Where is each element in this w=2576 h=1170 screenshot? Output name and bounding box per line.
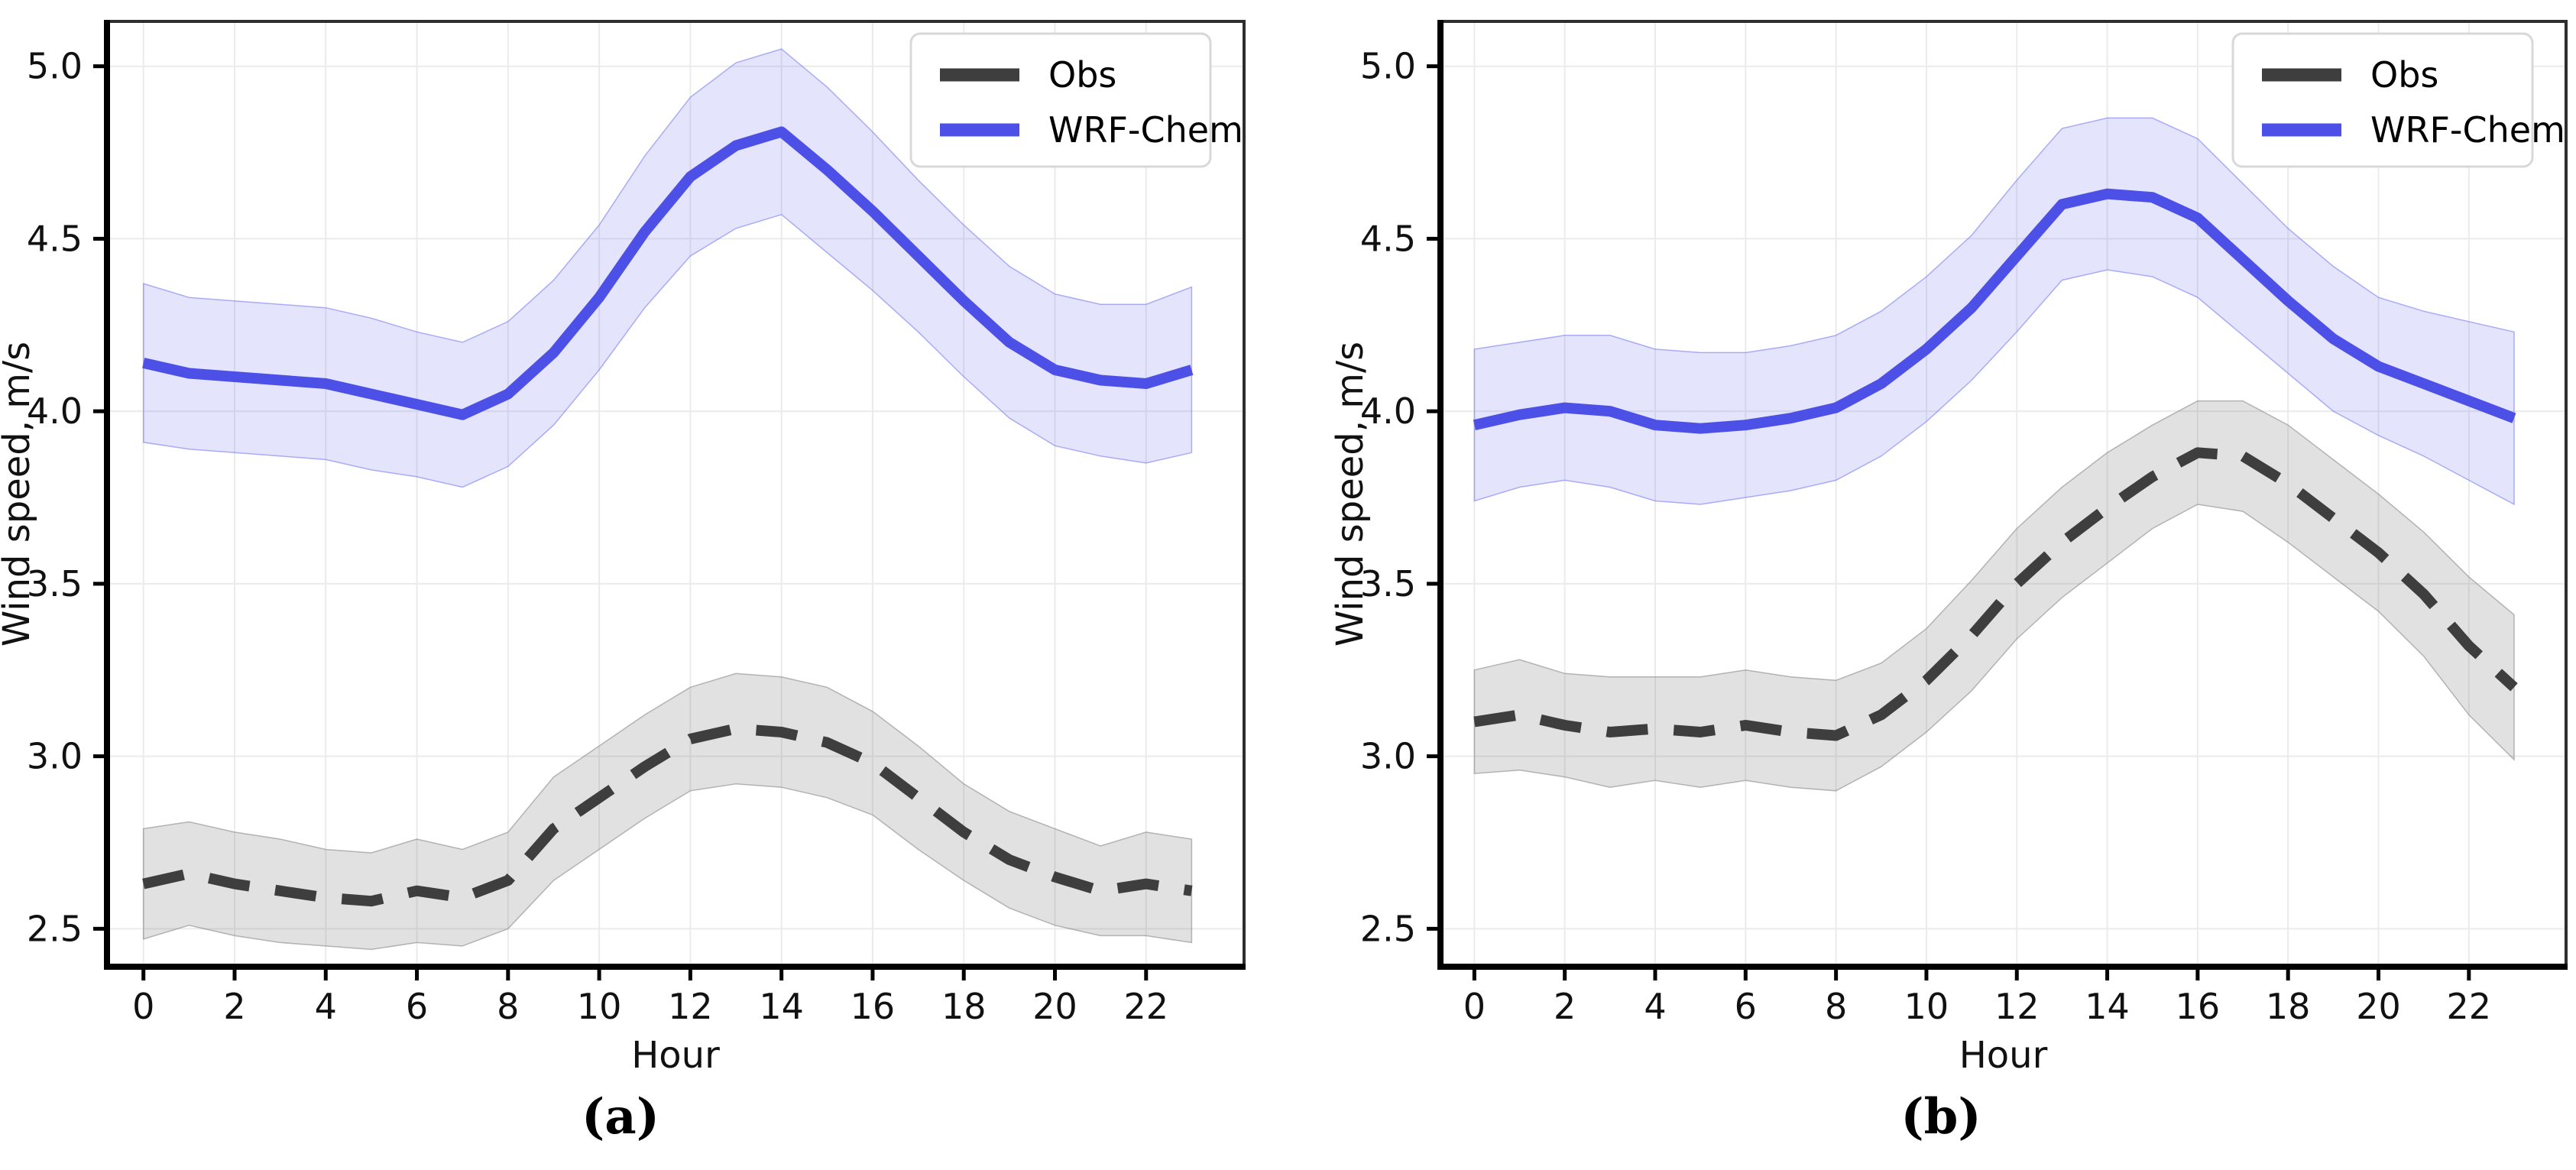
panel-a: 0 2 4 6 8 10 12 14 16 18 20 22 2.5 3.0 3.5 4.0 4.5 5.0 Hou… bbox=[0, 20, 1246, 1077]
y-axis-label: Wind speed, m/s bbox=[1329, 342, 1372, 647]
x-tick-label: 10 bbox=[577, 986, 622, 1027]
legend-entry-obs: Obs bbox=[940, 54, 1116, 96]
panel-a-ticks: 0 2 4 6 8 10 12 14 16 18 20 22 2.5 3.0 3.5 4.0 4.5 5.0 bbox=[27, 46, 1168, 1027]
x-tick-label: 8 bbox=[1825, 986, 1847, 1027]
panel-b: 0 2 4 6 8 10 12 14 16 18 20 22 2.5 3.0 3.5 4.0 4.5 5.0 Hou… bbox=[1329, 20, 2568, 1077]
y-tick-label: 4.5 bbox=[27, 218, 83, 259]
y-tick-label: 3.0 bbox=[27, 736, 83, 777]
legend-label: WRF-Chem bbox=[2370, 109, 2565, 151]
x-tick-label: 6 bbox=[1735, 986, 1757, 1027]
legend-entry-obs: Obs bbox=[2262, 54, 2438, 96]
legend-label: Obs bbox=[1048, 54, 1116, 96]
wrf-chem-band bbox=[142, 48, 1193, 488]
legend: Obs WRF-Chem bbox=[2231, 32, 2565, 168]
legend-entry-wrf-chem: WRF-Chem bbox=[940, 109, 1243, 151]
wrf-chem-line bbox=[1473, 188, 2516, 434]
y-tick-label: 4.0 bbox=[1360, 391, 1416, 432]
panel-b-ticks: 0 2 4 6 8 10 12 14 16 18 20 22 2.5 3.0 3.5 4.0 4.5 5.0 bbox=[1360, 46, 2491, 1027]
obs-line bbox=[1473, 447, 2518, 741]
x-tick-label: 12 bbox=[1994, 986, 2040, 1027]
x-tick-label: 6 bbox=[406, 986, 428, 1027]
legend-entry-wrf-chem: WRF-Chem bbox=[2262, 109, 2565, 151]
y-axis-label: Wind speed, m/s bbox=[0, 342, 38, 647]
x-tick-label: 12 bbox=[668, 986, 713, 1027]
x-tick-label: 22 bbox=[2447, 986, 2492, 1027]
y-tick-label: 5.0 bbox=[1360, 46, 1416, 87]
x-tick-label: 0 bbox=[1463, 986, 1486, 1027]
x-tick-label: 4 bbox=[1644, 986, 1666, 1027]
x-tick-label: 2 bbox=[223, 986, 245, 1027]
legend: Obs WRF-Chem bbox=[909, 32, 1243, 168]
wrf-chem-band bbox=[1473, 117, 2515, 506]
x-tick-label: 20 bbox=[2356, 986, 2401, 1027]
y-tick-label: 4.0 bbox=[27, 391, 83, 432]
legend-label: Obs bbox=[2370, 54, 2438, 96]
obs-band bbox=[1473, 400, 2515, 792]
y-tick-label: 3.0 bbox=[1360, 736, 1416, 777]
x-tick-label: 16 bbox=[851, 986, 896, 1027]
x-tick-label: 18 bbox=[2266, 986, 2311, 1027]
panel-a-grid bbox=[107, 21, 1244, 967]
x-tick-label: 20 bbox=[1032, 986, 1077, 1027]
x-axis-label: Hour bbox=[1959, 1034, 2048, 1077]
x-tick-label: 22 bbox=[1124, 986, 1169, 1027]
x-tick-label: 16 bbox=[2176, 986, 2221, 1027]
caption-b: (b) bbox=[1900, 1088, 1981, 1146]
x-tick-label: 10 bbox=[1904, 986, 1949, 1027]
x-tick-label: 18 bbox=[941, 986, 987, 1027]
y-tick-label: 2.5 bbox=[1360, 908, 1416, 949]
y-tick-label: 2.5 bbox=[27, 908, 83, 949]
x-tick-label: 14 bbox=[2085, 986, 2130, 1027]
x-tick-label: 2 bbox=[1554, 986, 1576, 1027]
x-tick-label: 14 bbox=[759, 986, 804, 1027]
x-tick-label: 0 bbox=[132, 986, 154, 1027]
x-axis-label: Hour bbox=[631, 1034, 720, 1077]
caption-a: (a) bbox=[581, 1088, 660, 1146]
legend-label: WRF-Chem bbox=[1048, 109, 1243, 151]
y-tick-label: 3.5 bbox=[27, 563, 83, 604]
panel-b-grid bbox=[1440, 21, 2566, 967]
obs-line bbox=[142, 723, 1193, 907]
x-tick-label: 8 bbox=[497, 986, 519, 1027]
y-tick-label: 3.5 bbox=[1360, 563, 1416, 604]
y-tick-label: 5.0 bbox=[27, 46, 83, 87]
wrf-chem-line bbox=[142, 126, 1194, 420]
x-tick-label: 4 bbox=[315, 986, 337, 1027]
obs-band bbox=[142, 673, 1193, 951]
y-tick-label: 4.5 bbox=[1360, 218, 1416, 259]
